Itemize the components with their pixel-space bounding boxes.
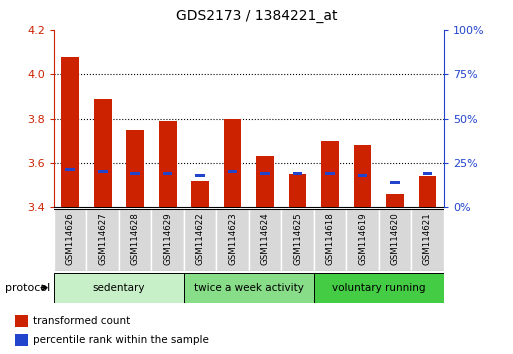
FancyBboxPatch shape	[249, 209, 281, 271]
Text: GSM114626: GSM114626	[66, 212, 74, 265]
Bar	[314, 273, 444, 303]
Bar	[97, 170, 108, 173]
Text: transformed count: transformed count	[33, 316, 130, 326]
Bar	[321, 141, 339, 207]
Text: voluntary running: voluntary running	[332, 282, 425, 293]
FancyBboxPatch shape	[54, 209, 86, 271]
Text: protocol: protocol	[5, 282, 50, 293]
Bar	[289, 174, 306, 207]
Bar	[195, 174, 205, 177]
Bar	[159, 121, 176, 207]
Bar	[358, 174, 367, 177]
FancyBboxPatch shape	[184, 209, 216, 271]
Bar	[163, 172, 172, 175]
Text: GSM114618: GSM114618	[326, 212, 334, 265]
Bar	[15, 335, 28, 346]
FancyBboxPatch shape	[281, 209, 314, 271]
Text: GSM114619: GSM114619	[358, 212, 367, 264]
Text: sedentary: sedentary	[92, 282, 145, 293]
Text: GSM114622: GSM114622	[195, 212, 205, 265]
Text: GSM114625: GSM114625	[293, 212, 302, 265]
Bar	[224, 119, 242, 207]
FancyBboxPatch shape	[216, 209, 249, 271]
Text: GSM114628: GSM114628	[131, 212, 140, 265]
Text: GSM114623: GSM114623	[228, 212, 237, 265]
Bar	[419, 176, 437, 207]
Bar	[256, 156, 274, 207]
Bar	[61, 57, 79, 207]
Bar	[386, 194, 404, 207]
Bar	[390, 181, 400, 184]
FancyBboxPatch shape	[411, 209, 444, 271]
Text: GSM114629: GSM114629	[163, 212, 172, 264]
Text: twice a week activity: twice a week activity	[194, 282, 304, 293]
Bar	[292, 172, 303, 175]
FancyBboxPatch shape	[379, 209, 411, 271]
Bar	[423, 172, 432, 175]
Bar	[15, 315, 28, 327]
Text: GSM114627: GSM114627	[98, 212, 107, 265]
Bar	[228, 170, 238, 173]
Text: percentile rank within the sample: percentile rank within the sample	[33, 335, 209, 345]
Text: GSM114624: GSM114624	[261, 212, 269, 265]
Bar	[260, 172, 270, 175]
Bar	[191, 181, 209, 207]
FancyBboxPatch shape	[119, 209, 151, 271]
Bar	[353, 145, 371, 207]
Text: GSM114621: GSM114621	[423, 212, 432, 265]
Bar	[325, 172, 335, 175]
Bar	[184, 273, 314, 303]
FancyBboxPatch shape	[86, 209, 119, 271]
FancyBboxPatch shape	[346, 209, 379, 271]
Bar	[54, 273, 184, 303]
FancyBboxPatch shape	[151, 209, 184, 271]
Bar	[130, 172, 140, 175]
Text: GSM114620: GSM114620	[390, 212, 400, 265]
Text: GDS2173 / 1384221_at: GDS2173 / 1384221_at	[176, 9, 337, 23]
Bar	[65, 169, 75, 171]
FancyBboxPatch shape	[314, 209, 346, 271]
Bar	[126, 130, 144, 207]
Bar	[94, 99, 111, 207]
